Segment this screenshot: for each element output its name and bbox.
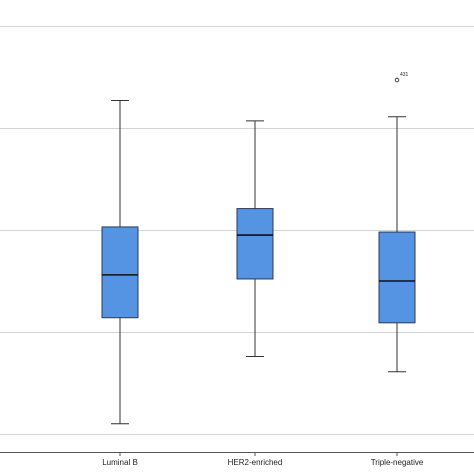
x-tick-label: HER2-enriched — [228, 458, 283, 467]
x-axis: Luminal B HER2-enriched Triple-negative — [0, 452, 474, 467]
x-tick-label: Triple-negative — [371, 458, 424, 467]
outlier-point — [394, 77, 400, 83]
outlier-label: 431 — [400, 72, 409, 78]
iqr-box — [236, 208, 274, 280]
iqr-box — [101, 226, 139, 319]
iqr-box — [378, 231, 416, 324]
outliers: 431 — [394, 72, 409, 83]
boxes — [101, 99, 416, 425]
x-tick-label: Luminal B — [102, 458, 138, 467]
